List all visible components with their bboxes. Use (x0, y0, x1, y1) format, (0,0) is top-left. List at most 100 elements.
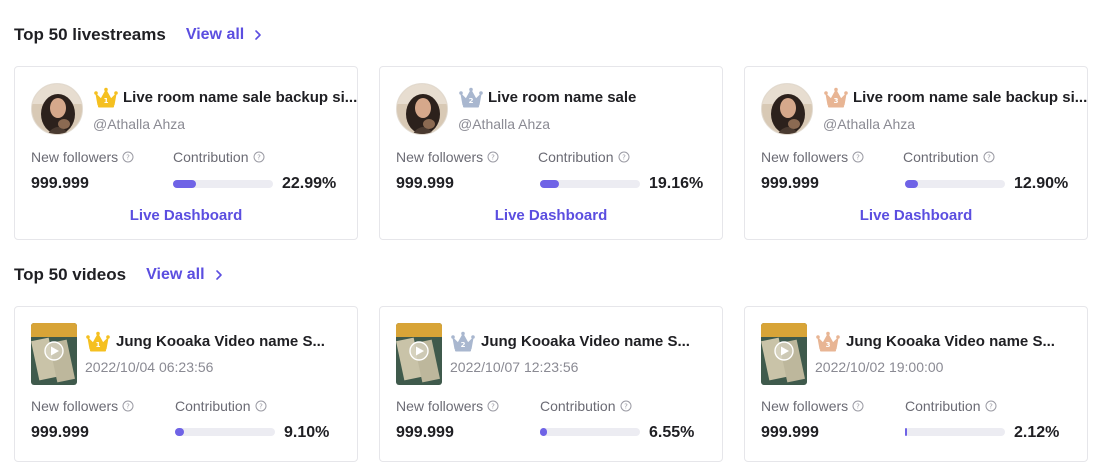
contribution-value: 9.10% (284, 424, 330, 441)
card-title[interactable]: Live room name sale backup si... (853, 89, 1088, 106)
video-thumbnail-container[interactable] (396, 323, 442, 385)
contribution-value: 19.16% (649, 175, 704, 192)
info-icon[interactable]: ? (253, 151, 265, 163)
new-followers-value: 999.999 (31, 175, 89, 192)
info-icon[interactable]: ? (985, 400, 997, 412)
contribution-value: 6.55% (649, 424, 695, 441)
avatar-image (397, 84, 447, 134)
card-title[interactable]: Jung Kooaka Video name S... (116, 333, 325, 350)
contribution-progress-bar (173, 180, 273, 188)
play-icon[interactable] (409, 341, 429, 361)
video-thumbnail-container[interactable] (31, 323, 77, 385)
info-icon[interactable]: ? (255, 400, 267, 412)
card-title[interactable]: Live room name sale backup si... (123, 89, 358, 106)
avatar-image (762, 84, 812, 134)
crown-icon: 1 (94, 87, 118, 108)
crown-icon: 3 (824, 87, 848, 108)
play-icon[interactable] (44, 341, 64, 361)
timestamp: 2022/10/02 19:00:00 (815, 359, 944, 375)
timestamp: 2022/10/04 06:23:56 (85, 359, 214, 375)
svg-text:?: ? (624, 403, 628, 411)
new-followers-label: New followers? (761, 398, 864, 414)
contribution-value: 12.90% (1014, 175, 1069, 192)
card-title[interactable]: Jung Kooaka Video name S... (481, 333, 690, 350)
livestream-card[interactable]: 2 Live room name sale @Athalla Ahza New fol… (379, 66, 723, 240)
contribution-label: Contribution? (538, 149, 630, 165)
contribution-label: Contribution? (540, 398, 632, 414)
avatar[interactable] (761, 83, 813, 135)
livestream-card[interactable]: 1 Live room name sale backup si... @Athall… (14, 66, 358, 240)
new-followers-label: New followers? (31, 149, 134, 165)
contribution-value: 22.99% (282, 175, 337, 192)
info-icon[interactable]: ? (852, 151, 864, 163)
live-dashboard-link[interactable]: Live Dashboard (494, 207, 608, 224)
video-thumbnail (396, 323, 442, 385)
livestream-card[interactable]: 3 Live room name sale backup si... @Athall… (744, 66, 1088, 240)
contribution-value: 2.12% (1014, 424, 1060, 441)
handle: @Athalla Ahza (93, 116, 186, 132)
new-followers-label: New followers? (761, 149, 864, 165)
video-thumbnail (761, 323, 807, 385)
video-card[interactable]: 2 Jung Kooaka Video name S... 2022/10/07 1… (379, 306, 723, 462)
svg-text:?: ? (259, 403, 263, 411)
contribution-label: Contribution? (175, 398, 267, 414)
info-icon[interactable]: ? (852, 400, 864, 412)
contribution-progress-fill (173, 180, 196, 188)
info-icon[interactable]: ? (122, 151, 134, 163)
svg-text:?: ? (856, 154, 860, 162)
livestreams-view-all-link[interactable]: View all (186, 26, 264, 44)
contribution-label: Contribution? (173, 149, 265, 165)
contribution-progress-bar (905, 180, 1005, 188)
videos-header: Top 50 videos View all (14, 263, 225, 287)
card-title[interactable]: Jung Kooaka Video name S... (846, 333, 1055, 350)
contribution-progress-fill (175, 428, 185, 436)
svg-text:?: ? (491, 403, 495, 411)
info-icon[interactable]: ? (487, 400, 499, 412)
crown-rank: 2 (461, 341, 466, 349)
svg-text:?: ? (126, 154, 130, 162)
live-dashboard-link[interactable]: Live Dashboard (129, 207, 243, 224)
info-icon[interactable]: ? (620, 400, 632, 412)
handle: @Athalla Ahza (458, 116, 551, 132)
chevron-right-icon (215, 270, 222, 280)
info-icon[interactable]: ? (122, 400, 134, 412)
avatar[interactable] (31, 83, 83, 135)
new-followers-value: 999.999 (761, 175, 819, 192)
new-followers-label: New followers? (396, 149, 499, 165)
crown-rank: 3 (826, 341, 831, 349)
svg-text:?: ? (491, 154, 495, 162)
new-followers-label: New followers? (31, 398, 134, 414)
crown-icon: 2 (451, 331, 475, 352)
svg-text:?: ? (257, 154, 261, 162)
play-icon[interactable] (774, 341, 794, 361)
videos-view-all-link[interactable]: View all (146, 266, 224, 284)
contribution-progress-bar (175, 428, 275, 436)
info-icon[interactable]: ? (618, 151, 630, 163)
live-dashboard-link[interactable]: Live Dashboard (859, 207, 973, 224)
contribution-progress-fill (540, 180, 560, 188)
svg-text:?: ? (987, 154, 991, 162)
contribution-progress-fill (540, 428, 547, 436)
contribution-progress-bar (540, 428, 640, 436)
livestreams-title: Top 50 livestreams (14, 25, 166, 44)
info-icon[interactable]: ? (487, 151, 499, 163)
avatar-image (32, 84, 82, 134)
view-all-label: View all (185, 26, 245, 43)
new-followers-value: 999.999 (761, 424, 819, 441)
video-thumbnail-container[interactable] (761, 323, 807, 385)
avatar[interactable] (396, 83, 448, 135)
info-icon[interactable]: ? (983, 151, 995, 163)
new-followers-value: 999.999 (396, 175, 454, 192)
contribution-label: Contribution? (903, 149, 995, 165)
contribution-progress-bar (540, 180, 640, 188)
video-card[interactable]: 3 Jung Kooaka Video name S... 2022/10/02 1… (744, 306, 1088, 462)
chevron-right-icon (255, 30, 262, 40)
contribution-progress-fill (905, 180, 918, 188)
crown-icon: 2 (459, 87, 483, 108)
video-card[interactable]: 1 Jung Kooaka Video name S... 2022/10/04 0… (14, 306, 358, 462)
crown-icon: 1 (86, 331, 110, 352)
card-title[interactable]: Live room name sale (488, 89, 637, 106)
svg-text:?: ? (622, 154, 626, 162)
crown-rank: 3 (834, 97, 839, 105)
contribution-progress-fill (905, 428, 908, 436)
